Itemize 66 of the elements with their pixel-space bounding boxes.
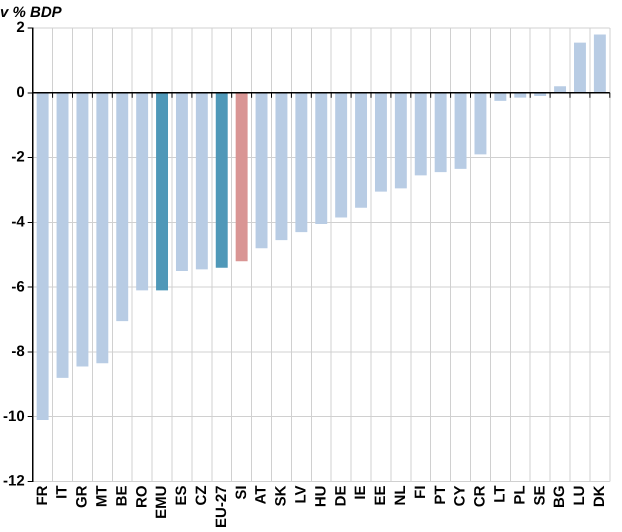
bar	[355, 93, 368, 208]
bar	[414, 93, 427, 176]
y-tick-label: -4	[11, 213, 26, 230]
x-tick-label: BE	[113, 485, 130, 506]
x-tick-label: DE	[332, 485, 350, 506]
x-tick-label: IT	[54, 485, 71, 499]
bar	[295, 93, 308, 232]
x-tick-label: FR	[34, 485, 51, 506]
y-tick-label: -12	[2, 472, 25, 490]
bar	[275, 93, 288, 240]
bar	[454, 93, 467, 169]
bar	[474, 93, 486, 154]
y-tick-label: -2	[11, 148, 25, 166]
x-tick-label: LT	[491, 485, 508, 503]
x-tick-label: RO	[133, 485, 150, 508]
x-tick-label: SK	[272, 485, 290, 506]
bar	[176, 93, 188, 271]
bar	[554, 86, 566, 92]
bar	[56, 93, 68, 378]
x-tick-label: NL	[392, 485, 409, 506]
bar	[96, 93, 108, 364]
bar	[315, 93, 328, 224]
x-tick-label: EMU	[153, 485, 170, 519]
bar	[574, 42, 586, 92]
x-tick-label: CR	[472, 485, 489, 508]
bar	[256, 93, 268, 248]
x-tick-label: EU-27	[212, 485, 230, 528]
bar	[374, 93, 387, 192]
x-tick-label: SI	[232, 485, 250, 500]
bar	[335, 93, 348, 218]
x-tick-label: MT	[93, 485, 110, 508]
bar	[494, 93, 506, 101]
bar	[76, 93, 88, 366]
bar	[394, 93, 407, 188]
x-tick-label: IE	[352, 485, 370, 500]
bar	[534, 93, 546, 96]
x-tick-label: PT	[432, 485, 449, 505]
x-tick-label: SE	[531, 485, 548, 506]
x-tick-label: ES	[173, 485, 190, 506]
y-tick-label: -6	[11, 278, 25, 296]
bar	[216, 93, 228, 268]
x-tick-label: EE	[372, 485, 390, 506]
x-tick-label: CY	[452, 485, 469, 506]
x-tick-label: HU	[312, 485, 330, 508]
y-axis-title: v % BDP	[0, 4, 63, 22]
y-tick-label: 2	[16, 19, 25, 36]
bar	[116, 93, 128, 322]
y-tick-label: 0	[16, 84, 25, 101]
x-tick-label: GR	[74, 485, 91, 508]
x-tick-label: DK	[591, 485, 608, 508]
x-tick-label: LU	[571, 485, 588, 506]
x-tick-label: PL	[511, 485, 528, 505]
bar	[196, 93, 208, 270]
y-tick-label: -10	[2, 408, 25, 425]
x-tick-label: CZ	[192, 485, 210, 506]
x-tick-label: LV	[292, 485, 310, 504]
x-tick-label: BG	[551, 485, 568, 508]
bar	[434, 93, 447, 172]
x-tick-label: AT	[252, 485, 270, 504]
bar	[594, 34, 606, 92]
bar	[136, 93, 148, 290]
bar	[36, 93, 49, 420]
bar	[156, 93, 168, 290]
bar	[236, 93, 248, 262]
y-tick-label: -8	[11, 343, 25, 360]
x-tick-label: FI	[412, 485, 429, 499]
